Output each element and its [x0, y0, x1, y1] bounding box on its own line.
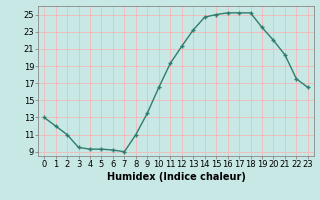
X-axis label: Humidex (Indice chaleur): Humidex (Indice chaleur)	[107, 172, 245, 182]
